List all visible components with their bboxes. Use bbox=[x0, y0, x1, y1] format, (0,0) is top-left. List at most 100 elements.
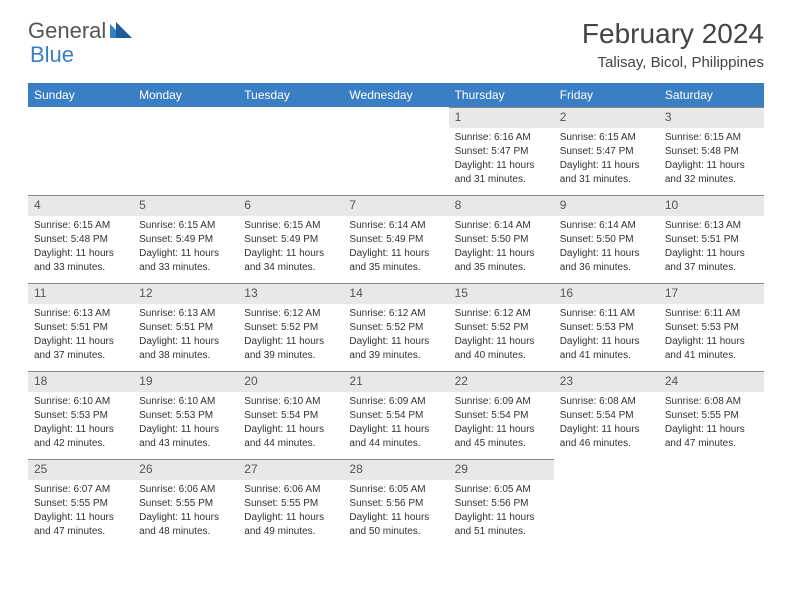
day-line: Sunrise: 6:05 AM bbox=[349, 483, 442, 496]
week-row: 1Sunrise: 6:16 AMSunset: 5:47 PMDaylight… bbox=[28, 107, 764, 195]
calendar-body: 1Sunrise: 6:16 AMSunset: 5:47 PMDaylight… bbox=[28, 107, 764, 547]
day-line: and 39 minutes. bbox=[244, 349, 337, 362]
day-line: and 49 minutes. bbox=[244, 525, 337, 538]
day-line: Daylight: 11 hours bbox=[139, 511, 232, 524]
calendar-table: SundayMondayTuesdayWednesdayThursdayFrid… bbox=[28, 83, 764, 547]
day-number: 28 bbox=[343, 459, 448, 480]
day-cell bbox=[659, 459, 764, 547]
day-cell: 20Sunrise: 6:10 AMSunset: 5:54 PMDayligh… bbox=[238, 371, 343, 459]
day-line: and 44 minutes. bbox=[349, 437, 442, 450]
day-number: 27 bbox=[238, 459, 343, 480]
day-line: Sunrise: 6:12 AM bbox=[349, 307, 442, 320]
day-cell: 22Sunrise: 6:09 AMSunset: 5:54 PMDayligh… bbox=[449, 371, 554, 459]
day-cell: 17Sunrise: 6:11 AMSunset: 5:53 PMDayligh… bbox=[659, 283, 764, 371]
day-line: Daylight: 11 hours bbox=[244, 335, 337, 348]
day-line: Sunset: 5:52 PM bbox=[455, 321, 548, 334]
day-line: Sunrise: 6:10 AM bbox=[244, 395, 337, 408]
day-number: 16 bbox=[554, 283, 659, 304]
day-line: Sunset: 5:53 PM bbox=[139, 409, 232, 422]
day-cell: 21Sunrise: 6:09 AMSunset: 5:54 PMDayligh… bbox=[343, 371, 448, 459]
logo: General bbox=[28, 18, 134, 44]
title-block: February 2024 Talisay, Bicol, Philippine… bbox=[582, 18, 764, 71]
day-line: and 32 minutes. bbox=[665, 173, 758, 186]
day-line: Sunset: 5:48 PM bbox=[665, 145, 758, 158]
day-line: Daylight: 11 hours bbox=[349, 247, 442, 260]
day-line: Daylight: 11 hours bbox=[34, 423, 127, 436]
day-line: and 38 minutes. bbox=[139, 349, 232, 362]
day-line: Daylight: 11 hours bbox=[244, 511, 337, 524]
day-cell: 27Sunrise: 6:06 AMSunset: 5:55 PMDayligh… bbox=[238, 459, 343, 547]
day-line: Daylight: 11 hours bbox=[665, 159, 758, 172]
day-number: 18 bbox=[28, 371, 133, 392]
day-line: Sunset: 5:55 PM bbox=[34, 497, 127, 510]
day-details: Sunrise: 6:06 AMSunset: 5:55 PMDaylight:… bbox=[238, 480, 343, 545]
day-line: Sunset: 5:47 PM bbox=[560, 145, 653, 158]
day-line: and 37 minutes. bbox=[665, 261, 758, 274]
day-line: Daylight: 11 hours bbox=[349, 335, 442, 348]
day-line: Sunrise: 6:10 AM bbox=[34, 395, 127, 408]
day-details: Sunrise: 6:14 AMSunset: 5:50 PMDaylight:… bbox=[554, 216, 659, 281]
day-line: Daylight: 11 hours bbox=[244, 247, 337, 260]
week-row: 11Sunrise: 6:13 AMSunset: 5:51 PMDayligh… bbox=[28, 283, 764, 371]
day-line: and 43 minutes. bbox=[139, 437, 232, 450]
day-line: Sunrise: 6:14 AM bbox=[455, 219, 548, 232]
day-line: Daylight: 11 hours bbox=[455, 335, 548, 348]
day-cell: 28Sunrise: 6:05 AMSunset: 5:56 PMDayligh… bbox=[343, 459, 448, 547]
day-line: and 47 minutes. bbox=[34, 525, 127, 538]
day-header: Sunday bbox=[28, 83, 133, 107]
day-line: Sunrise: 6:09 AM bbox=[349, 395, 442, 408]
day-line: and 33 minutes. bbox=[139, 261, 232, 274]
day-line: Daylight: 11 hours bbox=[349, 423, 442, 436]
day-line: and 33 minutes. bbox=[34, 261, 127, 274]
day-number: 24 bbox=[659, 371, 764, 392]
day-line: Daylight: 11 hours bbox=[560, 335, 653, 348]
month-title: February 2024 bbox=[582, 18, 764, 50]
day-line: and 47 minutes. bbox=[665, 437, 758, 450]
day-line: Sunset: 5:50 PM bbox=[455, 233, 548, 246]
day-details: Sunrise: 6:06 AMSunset: 5:55 PMDaylight:… bbox=[133, 480, 238, 545]
day-line: Daylight: 11 hours bbox=[665, 335, 758, 348]
day-details: Sunrise: 6:12 AMSunset: 5:52 PMDaylight:… bbox=[238, 304, 343, 369]
day-details: Sunrise: 6:05 AMSunset: 5:56 PMDaylight:… bbox=[343, 480, 448, 545]
day-details: Sunrise: 6:05 AMSunset: 5:56 PMDaylight:… bbox=[449, 480, 554, 545]
day-number: 22 bbox=[449, 371, 554, 392]
day-line: and 34 minutes. bbox=[244, 261, 337, 274]
day-details: Sunrise: 6:12 AMSunset: 5:52 PMDaylight:… bbox=[449, 304, 554, 369]
week-row: 4Sunrise: 6:15 AMSunset: 5:48 PMDaylight… bbox=[28, 195, 764, 283]
day-line: and 39 minutes. bbox=[349, 349, 442, 362]
day-line: Sunset: 5:52 PM bbox=[244, 321, 337, 334]
day-cell: 19Sunrise: 6:10 AMSunset: 5:53 PMDayligh… bbox=[133, 371, 238, 459]
day-number: 12 bbox=[133, 283, 238, 304]
day-header: Friday bbox=[554, 83, 659, 107]
day-cell: 18Sunrise: 6:10 AMSunset: 5:53 PMDayligh… bbox=[28, 371, 133, 459]
day-line: Sunset: 5:55 PM bbox=[139, 497, 232, 510]
day-line: Daylight: 11 hours bbox=[560, 247, 653, 260]
day-line: Sunrise: 6:10 AM bbox=[139, 395, 232, 408]
day-line: Sunset: 5:49 PM bbox=[244, 233, 337, 246]
day-number: 9 bbox=[554, 195, 659, 216]
day-line: Sunset: 5:51 PM bbox=[139, 321, 232, 334]
day-line: Daylight: 11 hours bbox=[455, 423, 548, 436]
day-line: Sunrise: 6:13 AM bbox=[139, 307, 232, 320]
day-number: 29 bbox=[449, 459, 554, 480]
day-details: Sunrise: 6:10 AMSunset: 5:53 PMDaylight:… bbox=[133, 392, 238, 457]
day-details: Sunrise: 6:14 AMSunset: 5:50 PMDaylight:… bbox=[449, 216, 554, 281]
day-details: Sunrise: 6:13 AMSunset: 5:51 PMDaylight:… bbox=[133, 304, 238, 369]
day-line: Sunset: 5:50 PM bbox=[560, 233, 653, 246]
day-line: Sunset: 5:56 PM bbox=[455, 497, 548, 510]
day-line: and 45 minutes. bbox=[455, 437, 548, 450]
day-line: Daylight: 11 hours bbox=[560, 423, 653, 436]
day-details: Sunrise: 6:11 AMSunset: 5:53 PMDaylight:… bbox=[659, 304, 764, 369]
day-line: Sunrise: 6:07 AM bbox=[34, 483, 127, 496]
day-line: and 48 minutes. bbox=[139, 525, 232, 538]
day-cell: 16Sunrise: 6:11 AMSunset: 5:53 PMDayligh… bbox=[554, 283, 659, 371]
day-cell: 6Sunrise: 6:15 AMSunset: 5:49 PMDaylight… bbox=[238, 195, 343, 283]
day-line: Sunrise: 6:14 AM bbox=[349, 219, 442, 232]
day-number: 14 bbox=[343, 283, 448, 304]
day-number: 25 bbox=[28, 459, 133, 480]
location: Talisay, Bicol, Philippines bbox=[582, 54, 764, 71]
day-details: Sunrise: 6:15 AMSunset: 5:48 PMDaylight:… bbox=[659, 128, 764, 193]
day-number: 4 bbox=[28, 195, 133, 216]
day-number: 6 bbox=[238, 195, 343, 216]
day-line: Sunset: 5:49 PM bbox=[139, 233, 232, 246]
